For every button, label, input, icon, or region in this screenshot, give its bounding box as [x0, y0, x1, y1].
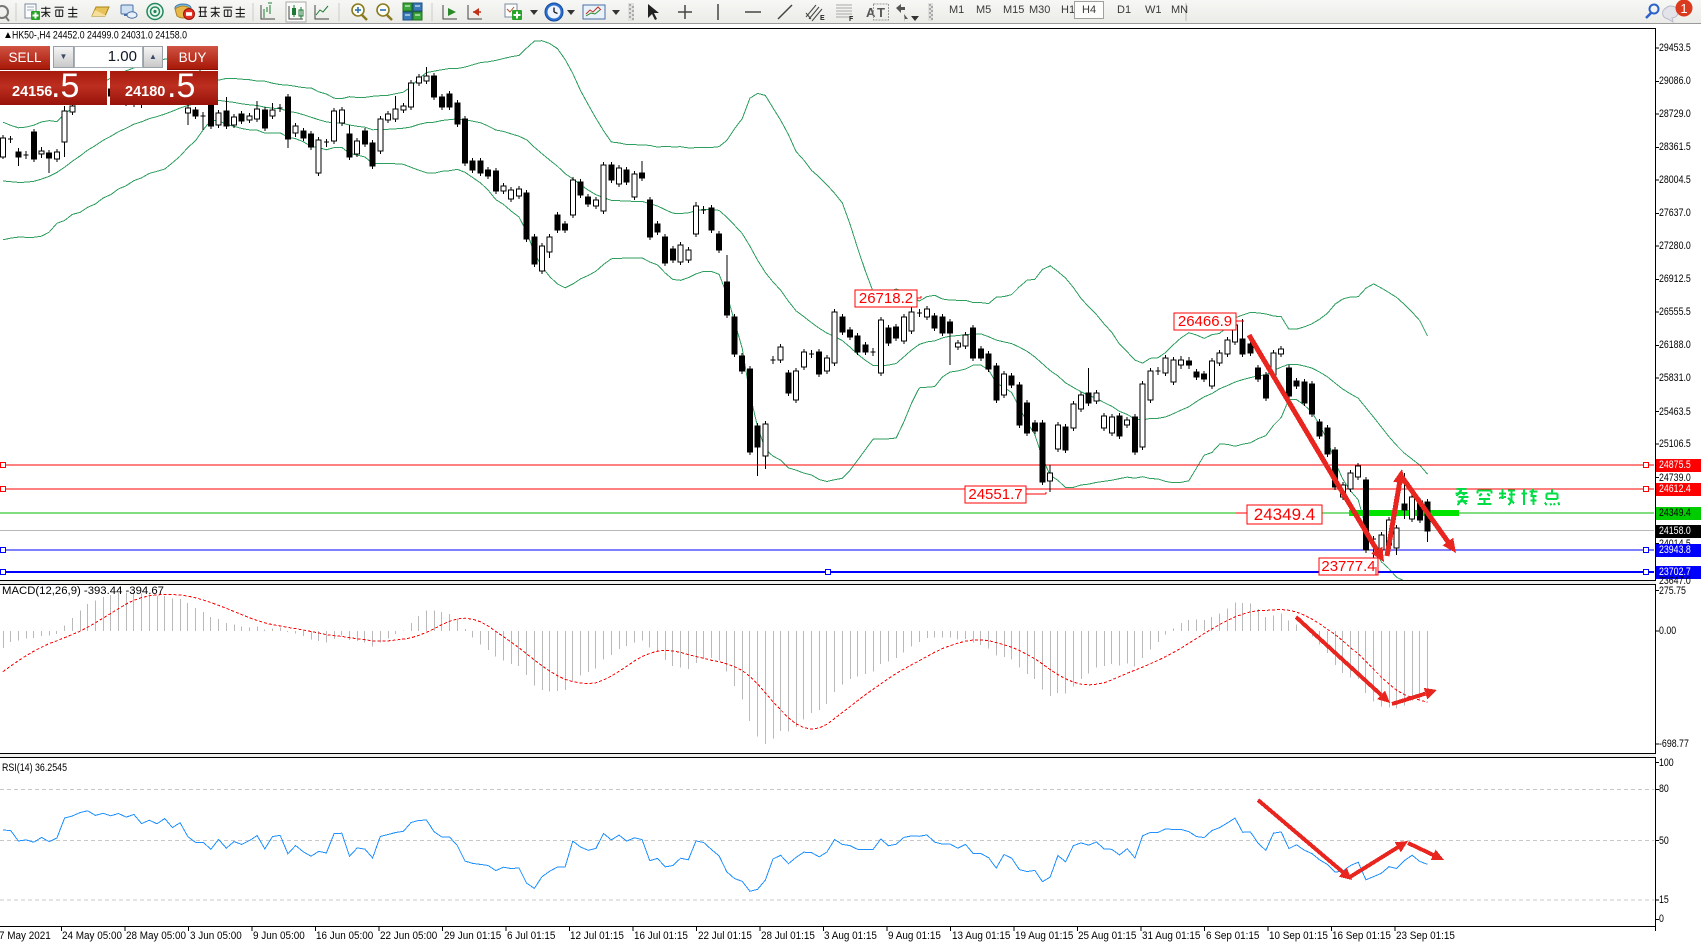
svg-text:26718.2: 26718.2: [859, 290, 913, 307]
svg-text:1: 1: [1680, 1, 1687, 16]
svg-text:▲: ▲: [3, 30, 13, 41]
svg-text:24349.4: 24349.4: [1254, 505, 1315, 524]
svg-text:24551.7: 24551.7: [968, 486, 1022, 503]
svg-text:RSI(14) 36.2545: RSI(14) 36.2545: [2, 762, 67, 774]
svg-text:23777.4: 23777.4: [1321, 558, 1375, 575]
svg-text:T: T: [877, 5, 885, 20]
svg-text:HK50-,H4 24452.0 24499.0 2403: HK50-,H4 24452.0 24499.0 24031.0 24158.0: [12, 30, 187, 42]
svg-text:MACD(12,26,9) -393.44 -394.67: MACD(12,26,9) -393.44 -394.67: [2, 585, 164, 597]
svg-text:A: A: [866, 5, 876, 20]
svg-text:E: E: [820, 15, 825, 22]
svg-text:F: F: [849, 16, 854, 23]
svg-text:26466.9: 26466.9: [1178, 313, 1232, 330]
